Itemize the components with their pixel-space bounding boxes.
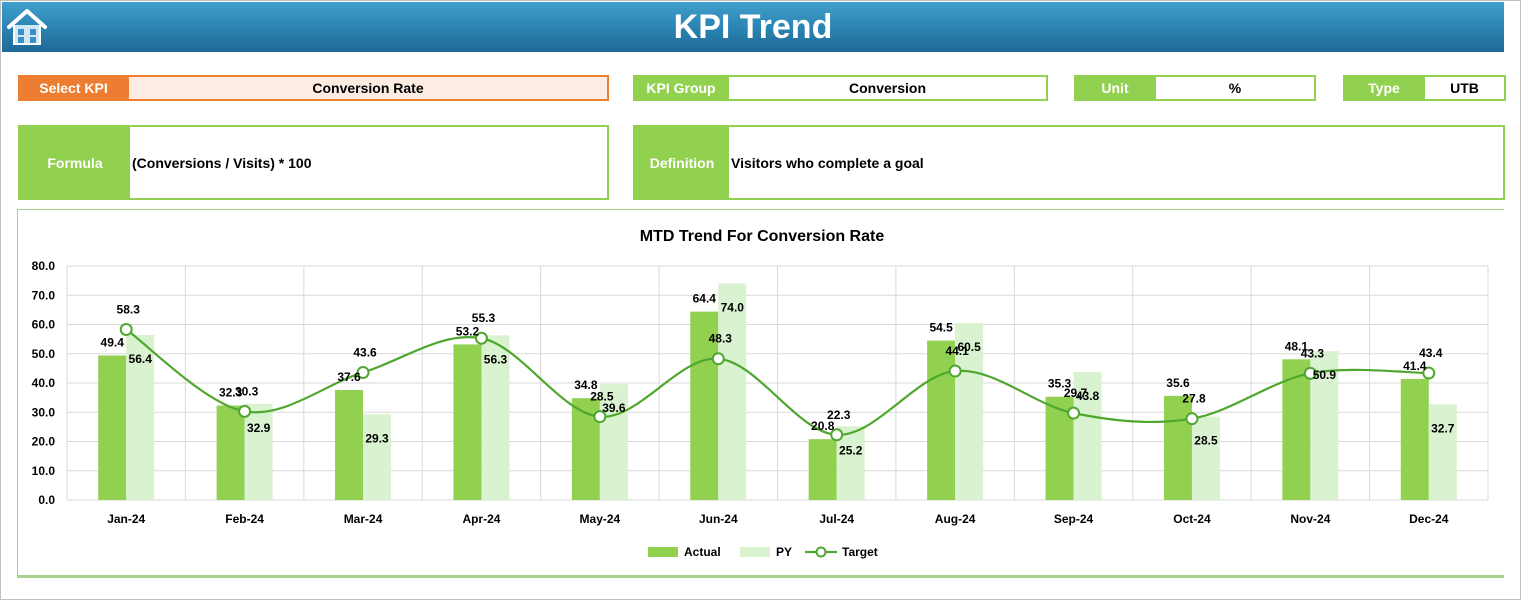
- header-bar: KPI Trend: [2, 2, 1504, 52]
- kpi-group-value: Conversion: [729, 75, 1048, 101]
- type-label: Type: [1343, 75, 1425, 101]
- formula-value: (Conversions / Visits) * 100: [132, 154, 312, 171]
- definition-label: Definition: [635, 127, 729, 198]
- chart-container-bottom-border: [17, 576, 1504, 578]
- kpi-group-label: KPI Group: [633, 75, 729, 101]
- formula-label: Formula: [20, 127, 130, 198]
- type-value: UTB: [1425, 75, 1506, 101]
- definition-value: Visitors who complete a goal: [731, 154, 924, 171]
- home-icon[interactable]: [6, 7, 48, 47]
- chart-container: [17, 209, 1504, 576]
- formula-box: Formula (Conversions / Visits) * 100: [18, 125, 609, 200]
- unit-value: %: [1156, 75, 1316, 101]
- page-title: KPI Trend: [673, 8, 833, 46]
- unit-label: Unit: [1074, 75, 1156, 101]
- select-kpi-label: Select KPI: [18, 75, 129, 101]
- select-kpi-dropdown[interactable]: Conversion Rate: [129, 75, 609, 101]
- definition-box: Definition Visitors who complete a goal: [633, 125, 1505, 200]
